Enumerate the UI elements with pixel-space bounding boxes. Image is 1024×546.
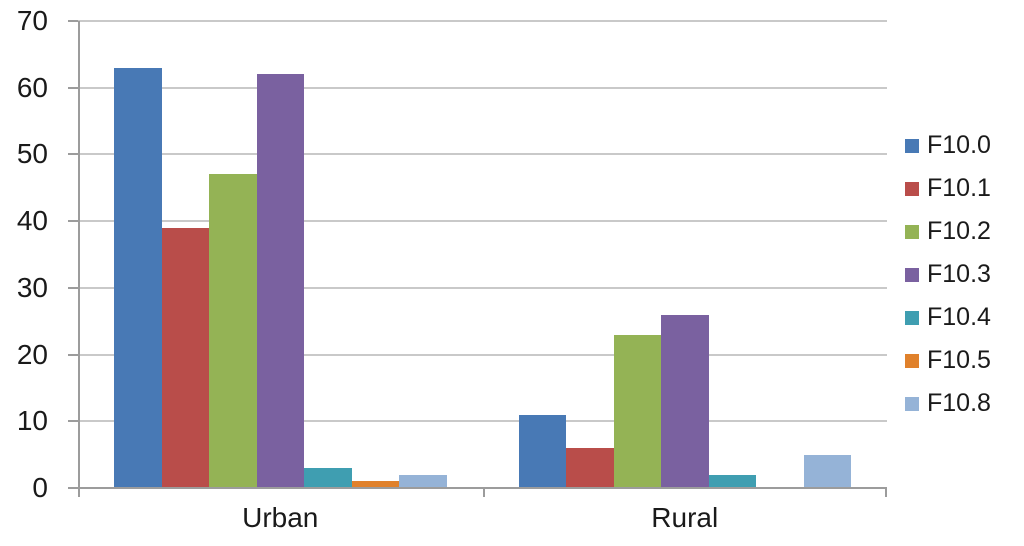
legend-label: F10.5 [927, 346, 991, 374]
legend-label: F10.1 [927, 174, 991, 202]
y-axis-tick-label: 70 [16, 5, 48, 36]
y-axis-tick [68, 153, 78, 156]
y-axis-tick [68, 220, 78, 223]
legend-item-f10.2: F10.2 [905, 210, 991, 253]
y-axis-line [78, 21, 80, 497]
legend-swatch-icon [905, 310, 919, 325]
y-axis-tick [68, 353, 78, 356]
x-axis-line [68, 487, 887, 489]
gridline [78, 420, 887, 423]
y-axis-tick [68, 20, 78, 22]
legend-item-f10.0: F10.0 [905, 124, 991, 167]
y-axis-tick-label: 50 [16, 138, 48, 170]
legend-item-f10.3: F10.3 [905, 253, 991, 296]
bar-urban-f10.5 [351, 481, 399, 488]
bar-rural-f10.1 [566, 447, 614, 488]
legend-item-f10.4: F10.4 [905, 296, 991, 339]
y-axis-tick-label: 60 [16, 71, 48, 103]
legend-swatch-icon [905, 181, 919, 196]
legend-swatch-icon [905, 224, 919, 239]
gridline [78, 353, 887, 356]
legend-label: F10.8 [927, 389, 991, 417]
legend-swatch-icon [905, 138, 919, 153]
bar-urban-f10.3 [256, 74, 304, 488]
gridline [78, 286, 887, 289]
y-axis-tick-label: 40 [16, 205, 48, 237]
x-axis-category-label: Rural [651, 502, 719, 533]
y-axis-tick-label: 20 [16, 338, 48, 370]
legend-label: F10.4 [927, 303, 991, 331]
x-axis-tick [482, 488, 485, 497]
bar-urban-f10.2 [209, 174, 257, 488]
legend-item-f10.8: F10.8 [905, 382, 991, 425]
gridline [78, 220, 887, 223]
y-axis-tick [68, 420, 78, 423]
bar-urban-f10.4 [304, 468, 352, 488]
legend-label: F10.2 [927, 217, 991, 245]
bar-rural-f10.8 [803, 454, 851, 488]
x-axis-tick [78, 488, 80, 497]
y-axis-tick [68, 286, 78, 289]
plot-area [68, 20, 887, 497]
x-axis-tick [885, 488, 887, 497]
bar-rural-f10.4 [708, 474, 756, 488]
legend-item-f10.1: F10.1 [905, 167, 991, 210]
bar-urban-f10.1 [161, 227, 209, 488]
bar-rural-f10.0 [518, 414, 566, 488]
legend-swatch-icon [905, 267, 919, 282]
legend-item-f10.5: F10.5 [905, 339, 991, 382]
y-axis-tick-label: 10 [16, 405, 48, 437]
legend-swatch-icon [905, 353, 919, 368]
legend-label: F10.0 [927, 131, 991, 159]
bar-urban-f10.8 [399, 474, 447, 488]
bar-rural-f10.2 [613, 334, 661, 488]
legend-label: F10.3 [927, 260, 991, 288]
legend-swatch-icon [905, 396, 919, 411]
gridline [78, 153, 887, 156]
y-axis-tick [68, 86, 78, 89]
legend: F10.0 F10.1 F10.2 F10.3 F10.4 F10.5 F10.8 [905, 124, 991, 425]
x-axis-category-label: Urban [242, 502, 319, 533]
y-axis-tick-label: 30 [16, 271, 48, 303]
bar-rural-f10.3 [661, 314, 709, 488]
gridline [78, 20, 887, 22]
y-axis-tick-label: 0 [32, 472, 48, 503]
gridline [78, 86, 887, 89]
bar-urban-f10.0 [114, 67, 162, 488]
